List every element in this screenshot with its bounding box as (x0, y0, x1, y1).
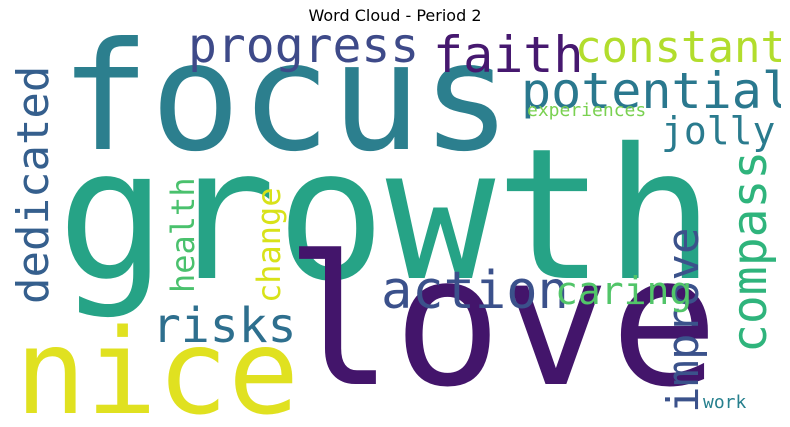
word-progress: progress (188, 28, 420, 74)
word-work: work (703, 392, 747, 413)
word-dedicated: dedicated (15, 65, 59, 304)
word-cloud: growth focus love nice progress faith co… (15, 28, 781, 420)
word-focus: focus (60, 28, 512, 185)
word-faith: faith (433, 28, 584, 84)
word-growth: growth (57, 109, 715, 321)
word-love: love (285, 218, 719, 420)
word-experiences: experiences (527, 100, 647, 121)
word-potential: potential (521, 62, 781, 120)
word-change: change (250, 187, 288, 303)
chart-title: Word Cloud - Period 2 (308, 6, 482, 25)
word-health: health (164, 177, 202, 293)
word-jolly: jolly (661, 109, 776, 153)
word-nice: nice (15, 303, 300, 420)
word-improve: improve (658, 227, 709, 413)
word-compass: compass (722, 150, 778, 353)
word-constant: constant (575, 28, 781, 73)
word-caring: caring (555, 269, 693, 313)
word-risks: risks (152, 298, 297, 354)
word-action: action (381, 261, 569, 321)
